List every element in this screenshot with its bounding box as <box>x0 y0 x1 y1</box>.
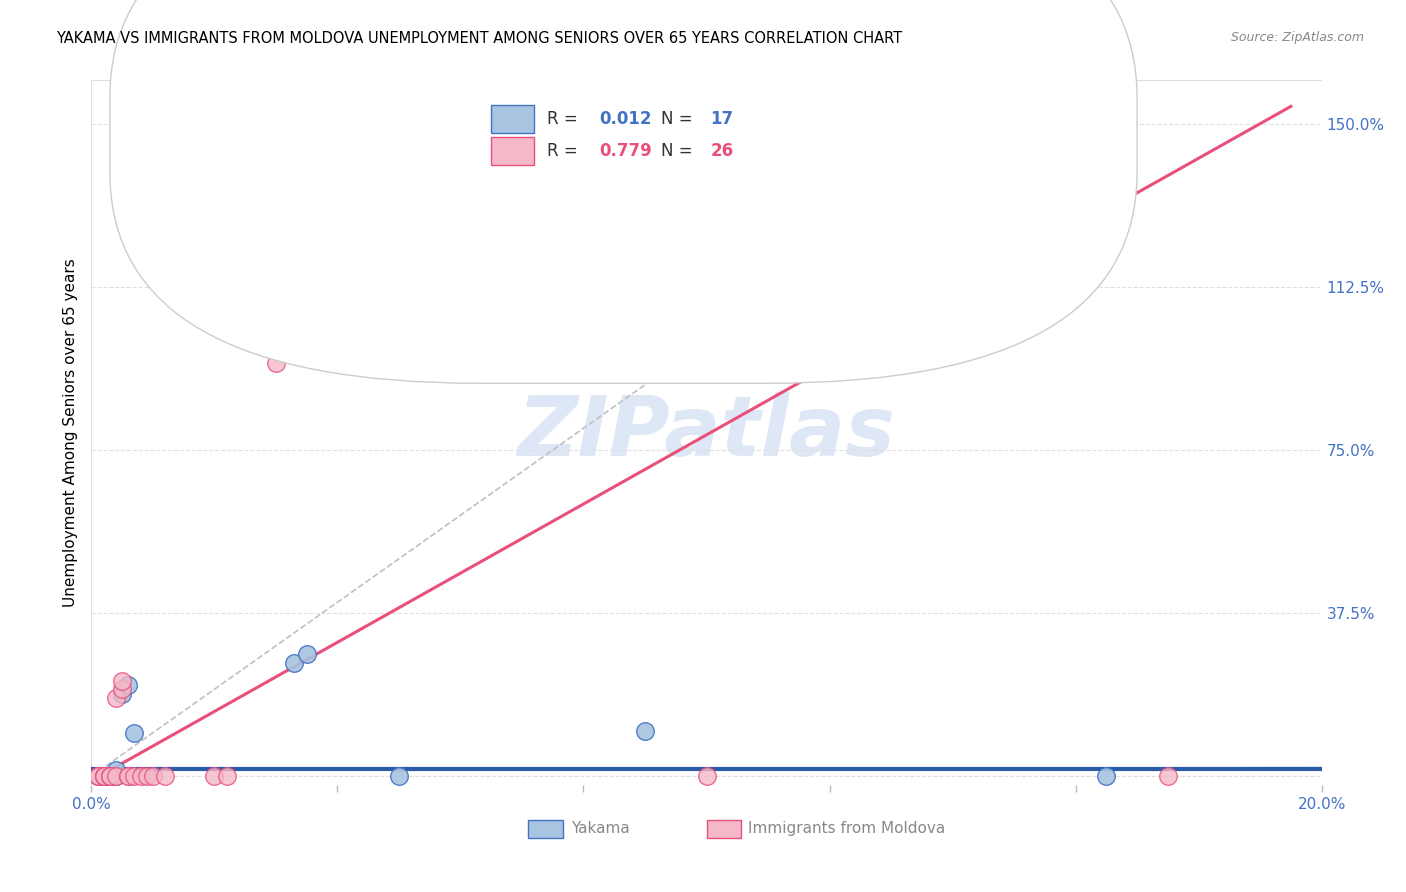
Text: Yakama: Yakama <box>571 822 630 836</box>
Point <box>93 769 115 783</box>
Point <box>98 769 121 783</box>
Bar <box>491 105 534 133</box>
Point <box>105 769 127 783</box>
Text: 17: 17 <box>710 110 734 128</box>
Point <box>202 769 225 783</box>
Text: R =: R = <box>547 110 582 128</box>
Text: N =: N = <box>661 110 697 128</box>
Point <box>98 769 121 783</box>
Point <box>283 656 305 670</box>
Point <box>135 769 157 783</box>
Point <box>117 769 139 783</box>
Point <box>295 648 318 662</box>
Point <box>124 769 146 783</box>
Text: ZIPatlas: ZIPatlas <box>517 392 896 473</box>
Point <box>93 769 115 783</box>
Point <box>111 682 134 697</box>
Text: N =: N = <box>661 142 697 160</box>
Bar <box>491 136 534 165</box>
Point <box>98 769 121 783</box>
Bar <box>706 821 741 838</box>
Point <box>105 769 127 783</box>
Point <box>98 769 121 783</box>
Y-axis label: Unemployment Among Seniors over 65 years: Unemployment Among Seniors over 65 years <box>62 259 77 607</box>
Point <box>634 723 657 738</box>
Point <box>388 769 411 783</box>
Text: YAKAMA VS IMMIGRANTS FROM MOLDOVA UNEMPLOYMENT AMONG SENIORS OVER 65 YEARS CORRE: YAKAMA VS IMMIGRANTS FROM MOLDOVA UNEMPL… <box>56 31 903 46</box>
Point <box>153 769 177 783</box>
Point <box>98 769 121 783</box>
Point <box>634 351 657 366</box>
Point <box>93 769 115 783</box>
Point <box>98 769 121 783</box>
Point <box>1095 769 1118 783</box>
Point <box>215 769 238 783</box>
FancyBboxPatch shape <box>110 0 1137 384</box>
Point <box>1157 769 1180 783</box>
Point <box>142 769 165 783</box>
Point <box>696 769 718 783</box>
Point <box>117 769 139 783</box>
Point <box>1064 226 1087 240</box>
Point <box>264 356 287 370</box>
Text: 0.779: 0.779 <box>599 142 652 160</box>
Point <box>111 687 134 701</box>
Text: R =: R = <box>547 142 582 160</box>
Point <box>117 678 139 692</box>
Point <box>98 769 121 783</box>
Bar <box>529 821 562 838</box>
Point <box>86 769 108 783</box>
Text: Immigrants from Moldova: Immigrants from Moldova <box>748 822 946 836</box>
Text: 26: 26 <box>710 142 734 160</box>
Point <box>105 690 127 705</box>
Point <box>124 725 146 739</box>
Point <box>129 769 152 783</box>
Point <box>93 769 115 783</box>
Point <box>105 763 127 777</box>
Text: 0.012: 0.012 <box>599 110 652 128</box>
Text: Source: ZipAtlas.com: Source: ZipAtlas.com <box>1230 31 1364 45</box>
Point <box>86 769 108 783</box>
Point <box>111 673 134 688</box>
Point <box>86 769 108 783</box>
Point <box>93 769 115 783</box>
